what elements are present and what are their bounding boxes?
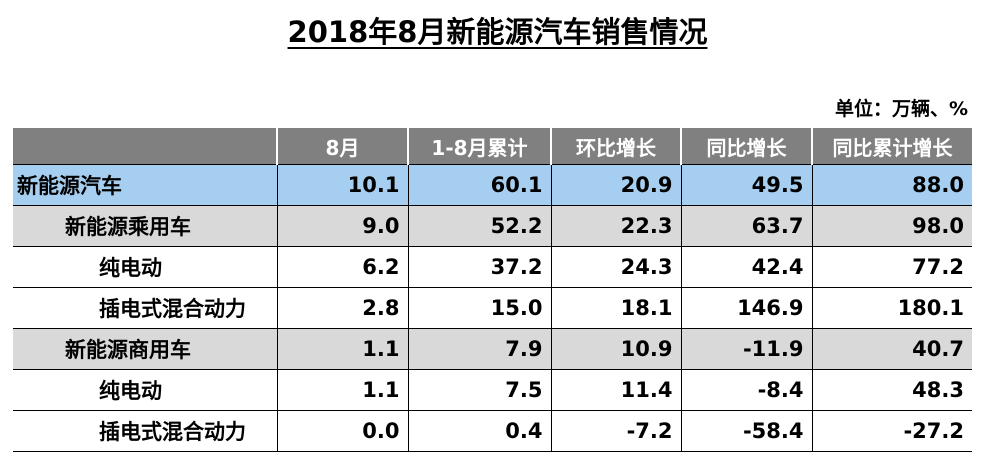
cell-august: 0.0 — [276, 410, 408, 452]
row-label: 新能源商用车 — [13, 328, 277, 370]
cell-cumulative: 7.5 — [407, 369, 551, 411]
cell-yoy: -8.4 — [680, 369, 812, 411]
cell-yoy-cumulative: -27.2 — [811, 410, 972, 452]
cell-august: 1.1 — [276, 328, 408, 370]
header-category — [13, 128, 277, 165]
cell-cumulative: 7.9 — [407, 328, 551, 370]
cell-august: 9.0 — [276, 205, 408, 247]
cell-yoy: 63.7 — [680, 205, 812, 247]
cell-yoy-cumulative: 48.3 — [811, 369, 972, 411]
cell-mom: 10.9 — [550, 328, 681, 370]
cell-august: 1.1 — [276, 369, 408, 411]
unit-label: 单位：万辆、% — [834, 98, 968, 120]
row-label: 纯电动 — [13, 369, 277, 411]
cell-august: 10.1 — [276, 164, 408, 206]
table-row: 新能源商用车 1.1 7.9 10.9 -11.9 40.7 — [13, 328, 972, 370]
cell-yoy: 146.9 — [680, 287, 812, 329]
cell-yoy: 49.5 — [680, 164, 812, 206]
header-august: 8月 — [276, 128, 408, 165]
table-row: 新能源汽车 10.1 60.1 20.9 49.5 88.0 — [13, 164, 972, 206]
row-label: 插电式混合动力 — [13, 287, 277, 329]
sales-table: 8月 1-8月累计 环比增长 同比增长 同比累计增长 新能源汽车 10.1 60… — [13, 128, 972, 452]
header-yoy-growth: 同比增长 — [680, 128, 812, 165]
table-row: 纯电动 1.1 7.5 11.4 -8.4 48.3 — [13, 369, 972, 411]
header-mom-growth: 环比增长 — [550, 128, 681, 165]
report-title: 2018年8月新能源汽车销售情况 — [0, 10, 995, 54]
table-body: 新能源汽车 10.1 60.1 20.9 49.5 88.0 新能源乘用车 9.… — [13, 164, 972, 452]
cell-yoy-cumulative: 88.0 — [811, 164, 972, 206]
cell-mom: 22.3 — [550, 205, 681, 247]
cell-cumulative: 15.0 — [407, 287, 551, 329]
cell-cumulative: 37.2 — [407, 246, 551, 288]
cell-yoy-cumulative: 77.2 — [811, 246, 972, 288]
cell-yoy-cumulative: 40.7 — [811, 328, 972, 370]
table-row: 纯电动 6.2 37.2 24.3 42.4 77.2 — [13, 246, 972, 288]
cell-yoy-cumulative: 98.0 — [811, 205, 972, 247]
cell-august: 6.2 — [276, 246, 408, 288]
cell-mom: 24.3 — [550, 246, 681, 288]
row-label: 新能源乘用车 — [13, 205, 277, 247]
header-row: 8月 1-8月累计 环比增长 同比增长 同比累计增长 — [13, 128, 972, 165]
row-label: 新能源汽车 — [13, 164, 277, 206]
cell-cumulative: 52.2 — [407, 205, 551, 247]
cell-yoy: -58.4 — [680, 410, 812, 452]
table-row: 新能源乘用车 9.0 52.2 22.3 63.7 98.0 — [13, 205, 972, 247]
header-jan-aug-cumulative: 1-8月累计 — [407, 128, 551, 165]
cell-august: 2.8 — [276, 287, 408, 329]
report-title-text: 2018年8月新能源汽车销售情况 — [287, 15, 708, 49]
cell-mom: 11.4 — [550, 369, 681, 411]
cell-cumulative: 0.4 — [407, 410, 551, 452]
cell-cumulative: 60.1 — [407, 164, 551, 206]
cell-yoy-cumulative: 180.1 — [811, 287, 972, 329]
cell-mom: -7.2 — [550, 410, 681, 452]
table-row: 插电式混合动力 2.8 15.0 18.1 146.9 180.1 — [13, 287, 972, 329]
cell-yoy: 42.4 — [680, 246, 812, 288]
row-label: 纯电动 — [13, 246, 277, 288]
cell-yoy: -11.9 — [680, 328, 812, 370]
header-yoy-cumulative-growth: 同比累计增长 — [811, 128, 972, 165]
cell-mom: 20.9 — [550, 164, 681, 206]
table-row: 插电式混合动力 0.0 0.4 -7.2 -58.4 -27.2 — [13, 410, 972, 452]
row-label: 插电式混合动力 — [13, 410, 277, 452]
cell-mom: 18.1 — [550, 287, 681, 329]
